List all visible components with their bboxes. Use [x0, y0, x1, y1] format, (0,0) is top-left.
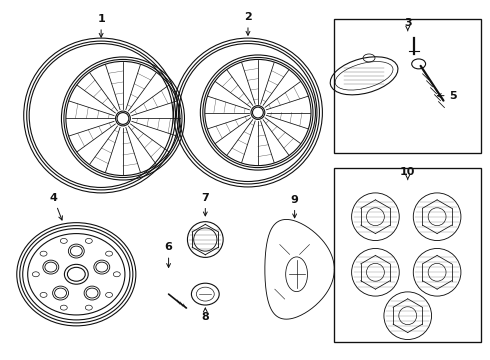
Text: 8: 8: [201, 308, 209, 322]
Bar: [334, 19, 481, 153]
Text: 10: 10: [400, 167, 416, 180]
Text: 9: 9: [291, 195, 298, 218]
Text: 4: 4: [49, 193, 62, 220]
Bar: [334, 168, 481, 342]
Text: 7: 7: [201, 193, 209, 216]
Text: 2: 2: [244, 12, 252, 35]
Text: 6: 6: [165, 243, 172, 267]
Text: 1: 1: [97, 14, 105, 37]
Text: 5: 5: [438, 91, 457, 101]
Text: 3: 3: [404, 18, 412, 31]
